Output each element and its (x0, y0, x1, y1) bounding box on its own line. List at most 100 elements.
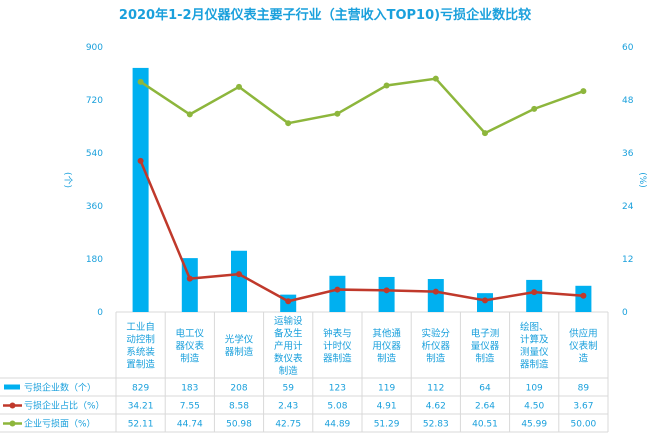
bar (132, 67, 149, 313)
data-label: 183 (181, 384, 198, 394)
data-label: 5.08 (327, 402, 347, 412)
line-point (482, 297, 488, 304)
category-label: 量仪器 (471, 341, 500, 352)
category-label: 器制造 (225, 346, 254, 358)
category-label: 制造 (377, 352, 397, 364)
category-label: 制造 (475, 352, 495, 364)
category-label: 供应用 (569, 327, 598, 339)
category-label: 计算及 (520, 334, 549, 346)
data-label: 52.83 (423, 420, 449, 430)
category-label: 器制造 (323, 352, 352, 364)
category-label: 造 (579, 352, 589, 364)
category-label: 置制造 (126, 359, 155, 371)
line-point (285, 298, 292, 305)
data-label: 44.74 (177, 420, 203, 430)
y-left-label: (个) (62, 172, 73, 188)
data-label: 50.98 (226, 420, 252, 430)
line-point (580, 292, 587, 299)
data-label: 7.55 (180, 402, 200, 412)
category-label: 钟表与 (323, 327, 352, 339)
data-label: 59 (282, 384, 294, 394)
data-label: 4.50 (524, 402, 544, 412)
data-label: 109 (526, 384, 543, 394)
category-label: 备及生 (274, 327, 303, 339)
y-right-label: (%) (637, 172, 647, 188)
bar (526, 279, 543, 312)
y-left-tick: 0 (97, 308, 103, 318)
series-line (139, 77, 584, 135)
category-label: 计时仪 (323, 340, 352, 352)
data-label: 4.62 (426, 402, 446, 412)
legend-marker-icon (9, 420, 16, 427)
line-point (236, 83, 242, 90)
category-label: 绘图、 (520, 321, 549, 333)
category-label: 器制造 (520, 359, 549, 371)
category-label: 电工仪 (176, 327, 205, 339)
category-label: 用仪器 (372, 341, 401, 352)
data-label: 112 (427, 384, 444, 394)
legend-label: 企业亏损面（%） (24, 418, 96, 430)
bar (231, 250, 247, 312)
data-label: 44.89 (325, 420, 351, 430)
line-point (531, 289, 538, 296)
data-label: 45.99 (521, 420, 547, 430)
data-label: 3.67 (573, 402, 593, 412)
category-label: 动控制 (126, 334, 155, 346)
category-label: 制造 (426, 352, 446, 364)
category-label: 其他通 (372, 327, 401, 339)
y-right-tick: 60 (622, 43, 634, 53)
bar (378, 276, 395, 312)
y-right-tick: 48 (622, 96, 634, 106)
category-label: 实验分 (422, 327, 451, 339)
category-label: 系统装 (126, 346, 155, 358)
category-label: 产用计 (274, 340, 303, 352)
line-point (432, 288, 439, 295)
y-left-tick: 360 (86, 202, 103, 212)
data-label: 40.51 (472, 420, 498, 430)
line-point (285, 120, 292, 127)
legend-bar-icon (4, 384, 20, 390)
category-label: 光学仪 (225, 334, 254, 346)
data-label: 51.29 (374, 420, 400, 430)
data-label: 123 (329, 384, 346, 394)
line-point (531, 105, 538, 112)
y-left-tick: 180 (86, 255, 103, 265)
category-label: 制造 (180, 352, 200, 364)
category-label: 运输设 (274, 315, 303, 327)
line-point (137, 78, 144, 85)
data-label: 208 (230, 384, 247, 394)
legend-marker-icon (9, 402, 16, 409)
y-left-tick: 900 (86, 43, 103, 53)
category-label: 制造 (279, 365, 299, 377)
category-label: 器仪表 (176, 340, 205, 352)
line-point (137, 157, 144, 164)
line-point (432, 75, 439, 82)
bar (575, 285, 592, 312)
line-point (383, 287, 390, 294)
line-point (334, 286, 341, 293)
data-label: 119 (378, 384, 395, 394)
chart-title: 2020年1-2月仪器仪表主要子行业（主营收入TOP10)亏损企业数比较 (118, 8, 532, 23)
data-label: 50.00 (571, 420, 597, 430)
data-label: 34.21 (128, 402, 154, 412)
category-label: 仪表制 (569, 340, 598, 352)
data-label: 4.91 (377, 402, 397, 412)
line-point (383, 82, 390, 89)
line-point (334, 110, 341, 117)
line-point (186, 111, 193, 118)
legend-label: 亏损企业数（个） (24, 382, 96, 394)
data-label: 8.58 (229, 402, 249, 412)
line-point (580, 88, 587, 95)
bar (329, 275, 346, 312)
data-label: 829 (132, 384, 149, 394)
category-label: 工业自 (126, 321, 155, 333)
series-line (139, 160, 584, 303)
data-label: 42.75 (275, 420, 301, 430)
data-label: 2.64 (475, 402, 495, 412)
data-label: 52.11 (128, 420, 154, 430)
category-label: 测量仪 (520, 347, 549, 358)
line-point (482, 130, 488, 137)
y-right-tick: 12 (622, 255, 633, 265)
